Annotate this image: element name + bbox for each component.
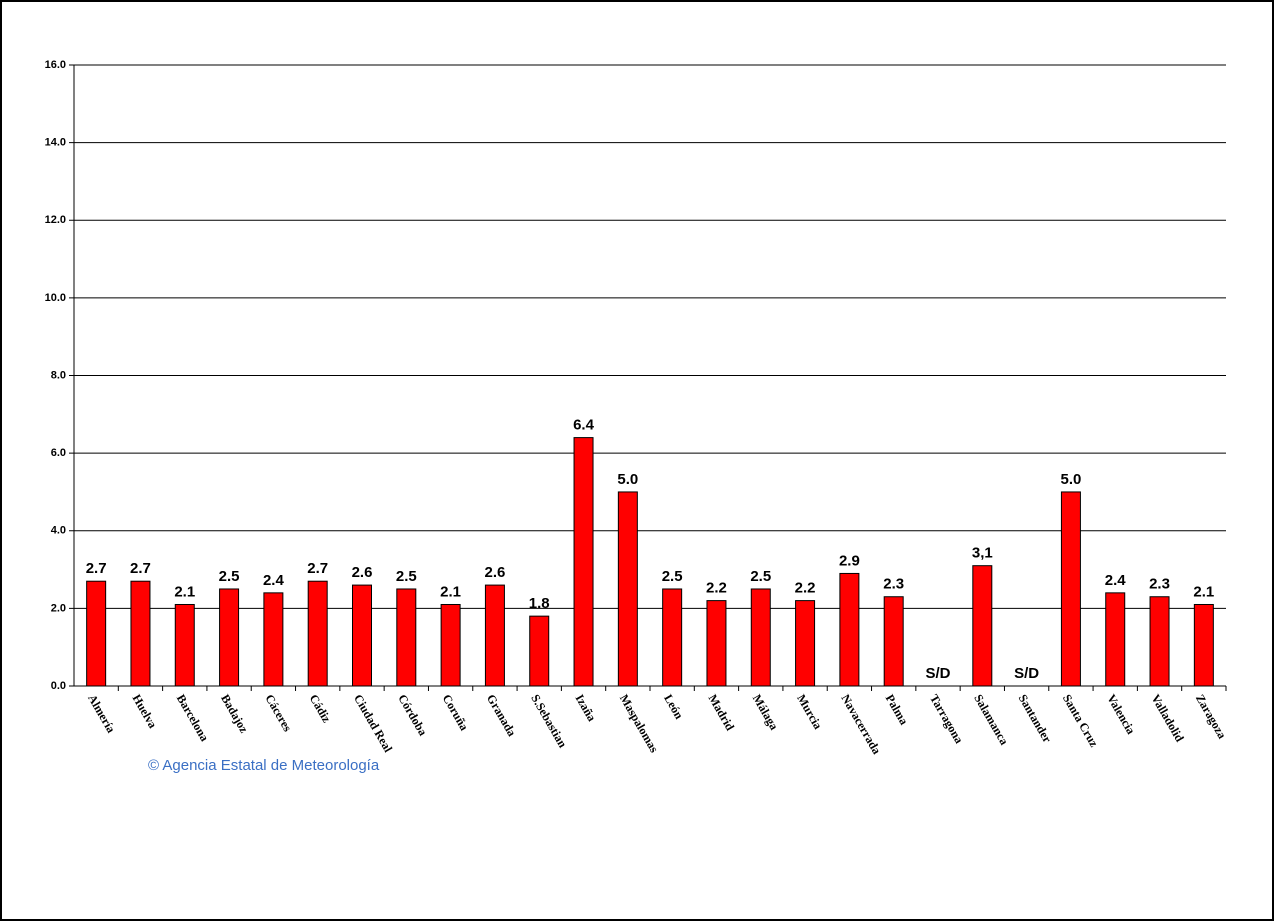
value-label: 2.1	[440, 583, 461, 600]
bar	[396, 588, 417, 687]
bar	[440, 603, 461, 687]
y-tick-label: 12.0	[45, 214, 66, 226]
value-label: 5.0	[617, 471, 638, 488]
y-tick-label: 16.0	[45, 59, 66, 71]
bar	[883, 596, 904, 687]
value-label: 2.7	[86, 560, 107, 577]
bar	[1193, 603, 1214, 687]
value-label: 1.8	[529, 595, 550, 612]
value-label: 2.5	[219, 568, 240, 585]
bar	[529, 615, 550, 687]
value-label: 2.4	[263, 572, 285, 589]
value-label: 2.3	[883, 576, 904, 593]
value-label: 2.3	[1149, 576, 1170, 593]
bar	[86, 580, 107, 687]
value-label: 2.7	[307, 560, 328, 577]
bar	[839, 572, 860, 687]
footer: © Agencia Estatal de Meteorología	[148, 757, 380, 774]
y-tick-label: 10.0	[45, 292, 66, 304]
value-label: 2.5	[396, 568, 417, 585]
value-label: 2.6	[484, 564, 505, 581]
value-label: 2.6	[352, 564, 373, 581]
bar	[617, 491, 638, 687]
bar	[130, 580, 151, 687]
bar	[307, 580, 328, 687]
bar	[263, 592, 284, 687]
bar	[795, 600, 816, 687]
y-tick-label: 4.0	[51, 525, 66, 537]
value-label: 2.5	[750, 568, 771, 585]
bar	[662, 588, 683, 687]
value-label: 3,1	[972, 545, 993, 562]
value-label: 5.0	[1060, 471, 1081, 488]
bar	[352, 584, 372, 687]
bar	[1105, 592, 1126, 687]
bar	[1149, 596, 1170, 687]
y-tick-label: 6.0	[51, 447, 66, 459]
value-label: 2.7	[130, 560, 151, 577]
bar	[174, 603, 195, 687]
bar	[219, 588, 240, 687]
value-label: 2.1	[1193, 583, 1214, 600]
value-label: 2.2	[706, 580, 727, 597]
bar	[750, 588, 771, 687]
y-tick-label: 14.0	[45, 137, 66, 149]
value-label: 2.9	[839, 552, 860, 569]
value-label: S/D	[925, 665, 950, 682]
value-label: 6.4	[573, 417, 595, 434]
value-label: 2.5	[662, 568, 683, 585]
bar	[573, 437, 594, 687]
bar	[706, 600, 727, 687]
value-label: 2.1	[174, 583, 195, 600]
value-label: S/D	[1014, 665, 1039, 682]
bar	[1060, 491, 1081, 687]
value-label: 2.2	[795, 580, 816, 597]
y-tick-label: 2.0	[51, 602, 66, 614]
y-tick-label: 8.0	[51, 369, 66, 381]
y-tick-label: 0.0	[51, 680, 66, 692]
bar	[972, 565, 993, 687]
bar	[484, 584, 505, 687]
value-label: 2.4	[1105, 572, 1127, 589]
